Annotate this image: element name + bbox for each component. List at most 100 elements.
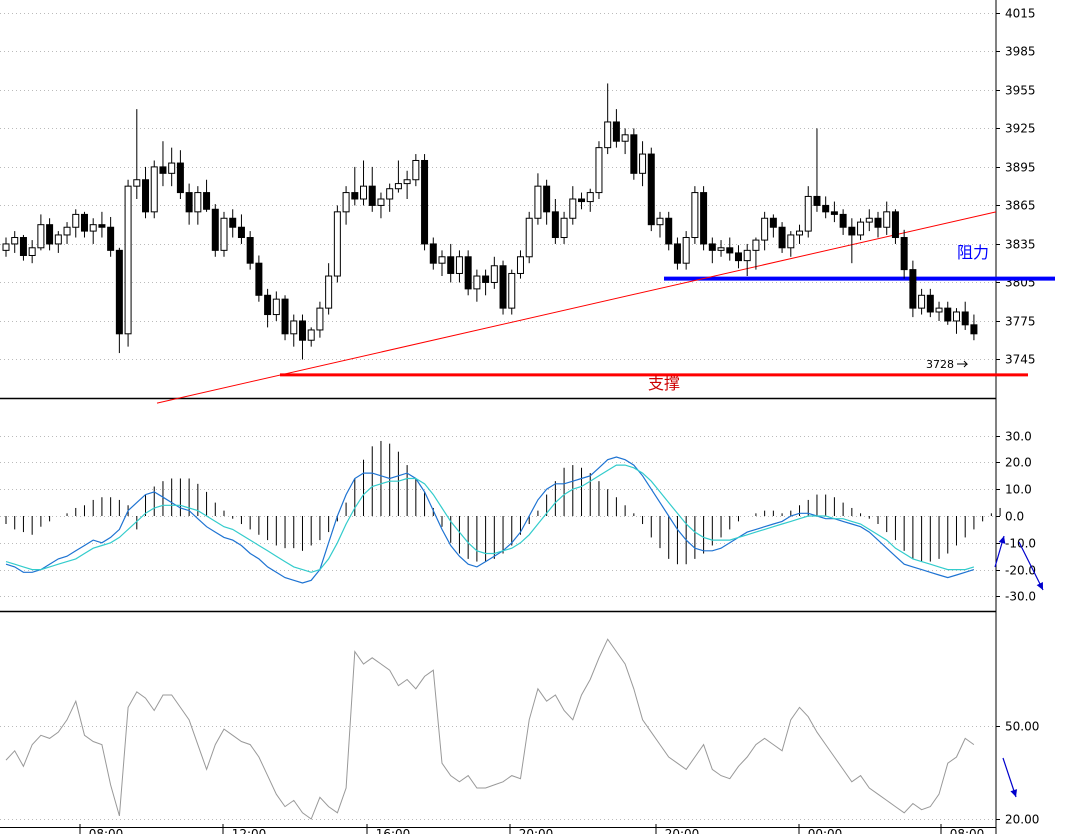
candle-body	[203, 192, 211, 210]
macd-tick-label: -20.0	[1005, 564, 1036, 578]
macd-tick-label: 20.0	[1005, 456, 1032, 470]
time-tick-label: 12:00	[232, 827, 267, 834]
candle-body	[499, 265, 507, 309]
candle-body	[333, 211, 341, 277]
candle-body	[900, 237, 908, 271]
candle-body	[115, 249, 123, 335]
candle-body	[412, 159, 420, 181]
candle-body	[220, 217, 228, 251]
candle-body	[516, 256, 524, 274]
time-tick-label: 00:00	[808, 827, 843, 834]
candle-body	[325, 275, 333, 309]
price-tick-label: 3835	[1005, 238, 1036, 252]
candle-body	[578, 198, 586, 203]
macd-tick-label: 30.0	[1005, 430, 1032, 444]
candle-body	[28, 247, 36, 256]
candle-body	[447, 256, 455, 274]
candle-body	[11, 237, 19, 245]
candle-body	[464, 256, 472, 290]
candle-body	[708, 243, 716, 251]
macd-tick-label: -10.0	[1005, 537, 1036, 551]
candle-body	[290, 320, 298, 335]
candle-body	[673, 243, 681, 264]
candle-body	[63, 226, 71, 236]
time-tick-label: 20:00	[519, 827, 554, 834]
candle-body	[839, 213, 847, 228]
candle-body	[473, 275, 481, 290]
candle-body	[403, 179, 411, 185]
candle-body	[534, 185, 542, 219]
candle-body	[918, 294, 926, 309]
candle-body	[298, 320, 306, 341]
candle-body	[159, 166, 167, 174]
candle-body	[743, 249, 751, 262]
price-tick-label: 3775	[1005, 315, 1036, 329]
candle-body	[46, 224, 54, 245]
candle-body	[787, 234, 795, 249]
candle-body	[150, 166, 158, 213]
candle-body	[822, 204, 830, 213]
candle-body	[168, 162, 176, 174]
candle-body	[272, 298, 280, 316]
candle-body	[848, 226, 856, 236]
grid-lines	[0, 13, 996, 820]
candle-body	[830, 211, 838, 215]
macd-dea-line	[5, 464, 975, 573]
candle-body	[891, 211, 899, 239]
candle-body	[630, 134, 638, 174]
macd-down-arrow	[1018, 541, 1044, 591]
candle-body	[883, 211, 891, 228]
candle-body	[107, 226, 115, 251]
price-tick-label: 3865	[1005, 199, 1036, 213]
candle-body	[255, 262, 263, 296]
time-tick-label: 20:00	[665, 827, 700, 834]
macd-up-arrow-head	[998, 536, 1006, 544]
candle-body	[360, 185, 368, 200]
macd-down-arrow-head	[1036, 582, 1043, 590]
trendline	[156, 211, 997, 404]
price-tick-label: 3895	[1005, 161, 1036, 175]
candle-body	[133, 179, 141, 187]
candle-body	[194, 192, 202, 213]
candle-body	[717, 247, 725, 251]
candle-body	[377, 198, 385, 206]
candle-body	[98, 224, 106, 228]
candle-body	[700, 192, 708, 245]
rsi-tick-label: 20.00	[1005, 813, 1039, 827]
macd-tick-label: 0.0	[1005, 510, 1024, 524]
price-tick-label: 4015	[1005, 7, 1036, 21]
candle-body	[525, 217, 533, 258]
candle-body	[429, 243, 437, 264]
candle-body	[682, 237, 690, 264]
candle-body	[944, 307, 952, 322]
candle-body	[54, 234, 62, 245]
candle-body	[264, 294, 272, 316]
candle-body	[796, 230, 804, 236]
candle-body	[368, 185, 376, 206]
candle-body	[560, 217, 568, 239]
candle-body	[551, 211, 559, 239]
candle-body	[612, 121, 620, 142]
time-tick-label: 08:00	[89, 827, 124, 834]
candle-body	[490, 265, 498, 283]
candle-body	[952, 311, 960, 322]
annotations: 阻力 支撑 3728	[648, 243, 1044, 798]
candle-body	[124, 185, 132, 335]
candle-body	[89, 224, 97, 232]
candle-body	[72, 213, 80, 228]
candle-body	[604, 121, 612, 149]
rsi-down-arrow-head	[1010, 789, 1018, 797]
candle-body	[813, 195, 821, 206]
candle-body	[237, 226, 245, 239]
support-label: 支撑	[648, 374, 680, 393]
price-tick-label: 3955	[1005, 84, 1036, 98]
candle-body	[246, 237, 254, 264]
candle-body	[80, 213, 88, 232]
candle-body	[2, 243, 10, 251]
price-tick-label: 3925	[1005, 122, 1036, 136]
candle-body	[778, 226, 786, 249]
candle-body	[351, 192, 359, 200]
candle-body	[961, 311, 969, 326]
candle-body	[19, 237, 27, 256]
